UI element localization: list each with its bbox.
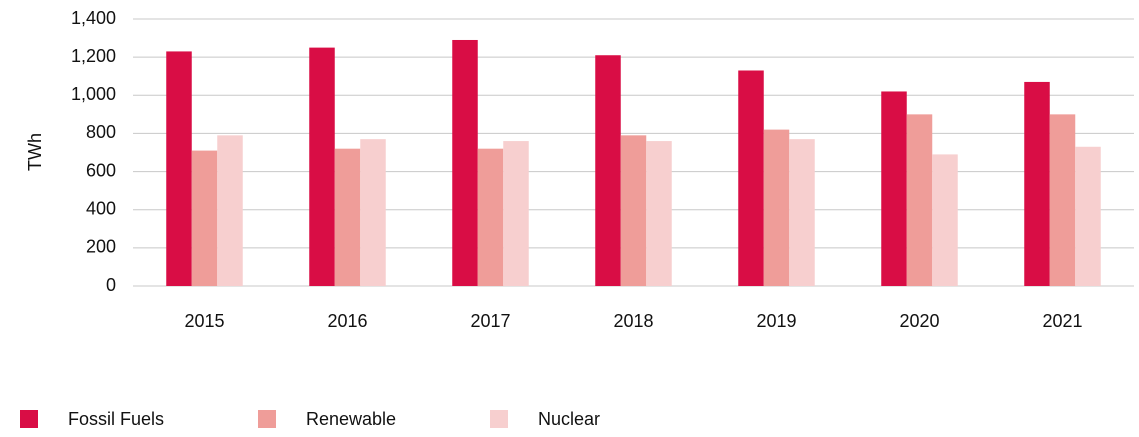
bar	[477, 148, 504, 286]
bar	[1024, 81, 1050, 286]
y-tick-label: 600	[86, 160, 116, 180]
x-tick-label: 2016	[327, 311, 367, 331]
y-tick-label: 400	[86, 198, 116, 218]
legend-swatch	[20, 410, 38, 428]
legend-label: Fossil Fuels	[68, 409, 164, 429]
x-tick-label: 2017	[470, 311, 510, 331]
bar	[1049, 114, 1076, 286]
bar	[789, 139, 815, 286]
bar	[503, 141, 529, 286]
bar	[763, 129, 790, 286]
bar	[191, 150, 218, 286]
y-tick-label: 1,400	[71, 8, 116, 28]
x-tick-label: 2019	[756, 311, 796, 331]
bar	[881, 91, 907, 286]
y-tick-label: 200	[86, 237, 116, 257]
y-tick-label: 1,200	[71, 46, 116, 66]
bar	[738, 70, 764, 286]
bar	[595, 55, 621, 286]
x-tick-label: 2021	[1042, 311, 1082, 331]
bar	[620, 135, 647, 286]
legend-label: Renewable	[306, 409, 396, 429]
y-tick-label: 1,000	[71, 84, 116, 104]
bar	[1075, 146, 1101, 286]
x-tick-label: 2020	[899, 311, 939, 331]
bar	[166, 51, 192, 286]
y-axis-label: TWh	[25, 133, 45, 171]
bar	[217, 135, 243, 286]
bar	[309, 47, 335, 286]
legend-swatch	[490, 410, 508, 428]
x-tick-label: 2018	[613, 311, 653, 331]
legend-swatch	[258, 410, 276, 428]
x-tick-label: 2015	[184, 311, 224, 331]
bar	[360, 139, 386, 286]
bar	[932, 154, 958, 286]
y-tick-label: 0	[106, 275, 116, 295]
bar	[334, 148, 361, 286]
legend-label: Nuclear	[538, 409, 600, 429]
y-tick-label: 800	[86, 122, 116, 142]
bar	[906, 114, 933, 286]
bar	[452, 39, 478, 286]
bar	[646, 141, 672, 286]
